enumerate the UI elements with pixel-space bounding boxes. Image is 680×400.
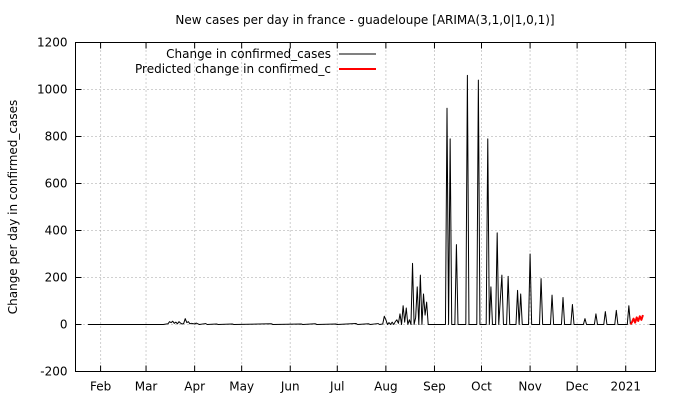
x-tick-label: Jul xyxy=(329,380,344,394)
plot-frame xyxy=(75,42,656,372)
y-tick-label: 0 xyxy=(60,318,68,332)
x-tick-label: Jun xyxy=(280,380,300,394)
y-tick-label: 1000 xyxy=(37,83,68,97)
x-tick-label: Oct xyxy=(471,380,492,394)
series-lines xyxy=(88,74,644,326)
y-tick-label: 1200 xyxy=(37,36,68,50)
grid-lines xyxy=(75,42,656,372)
x-tick-label: May xyxy=(229,380,254,394)
legend-label-predicted: Predicted change in confirmed_c xyxy=(135,62,331,76)
series-line-predicted xyxy=(629,314,644,326)
y-tick-label: -200 xyxy=(40,365,67,379)
y-tick-label: 800 xyxy=(45,130,68,144)
y-tick-label: 400 xyxy=(45,224,68,238)
axis-ticks: -200 0 200 400 600 800 1000 1200 Feb Mar Apr May Jun… xyxy=(37,36,656,394)
x-tick-label: Mar xyxy=(135,380,158,394)
y-tick-label: 200 xyxy=(45,271,68,285)
x-tick-label: Dec xyxy=(566,380,589,394)
y-tick-label: 600 xyxy=(45,177,68,191)
x-tick-label: Apr xyxy=(184,380,205,394)
x-tick-label: Nov xyxy=(518,380,541,394)
x-tick-label: Feb xyxy=(90,380,111,394)
legend-label-confirmed: Change in confirmed_cases xyxy=(166,47,331,61)
x-tick-label: Aug xyxy=(374,380,397,394)
legend: Change in confirmed_cases Predicted chan… xyxy=(135,47,376,76)
x-tick-label: Sep xyxy=(423,380,446,394)
y-axis-label: Change per day in confirmed_cases xyxy=(6,100,20,315)
x-tick-label: 2021 xyxy=(610,380,641,394)
series-line-confirmed xyxy=(88,74,631,325)
chart-title: New cases per day in france - guadeloupe… xyxy=(175,13,554,27)
